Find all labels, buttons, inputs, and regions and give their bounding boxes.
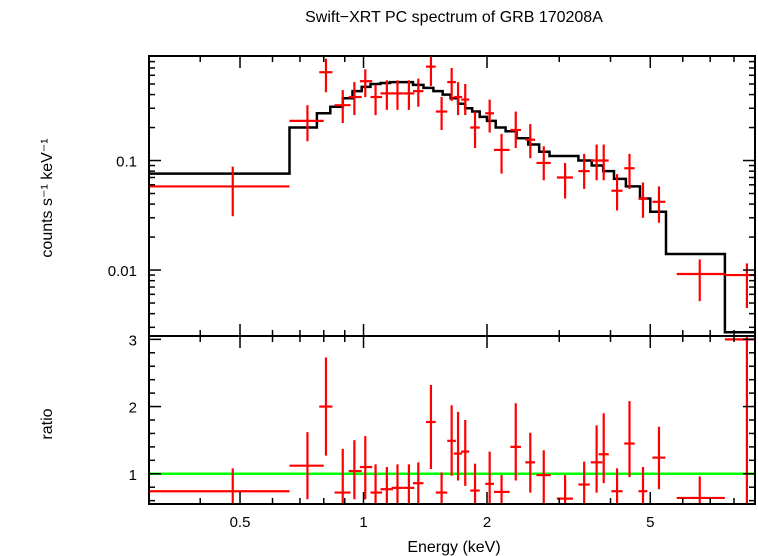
data-point xyxy=(289,105,324,142)
x-axis-label: Energy (keV) xyxy=(407,539,500,556)
data-point xyxy=(624,153,635,189)
ratio-point xyxy=(676,476,725,504)
ratio-point xyxy=(494,475,510,504)
data-point xyxy=(412,78,424,107)
data-point xyxy=(525,124,536,159)
upper-panel: 0.01 0.1 xyxy=(108,55,756,337)
ratio-point xyxy=(149,468,290,504)
data-point xyxy=(370,84,383,116)
data-point xyxy=(359,69,373,98)
data-point xyxy=(536,146,551,181)
x-tick-label: 0.5 xyxy=(230,514,251,531)
x-tick-label: 2 xyxy=(483,514,491,531)
data-point xyxy=(403,80,415,110)
data-point xyxy=(334,90,351,124)
ratio-point xyxy=(470,463,480,504)
ratio-point xyxy=(578,461,590,504)
ratio-point xyxy=(435,472,448,504)
ratio-point xyxy=(370,464,383,504)
ratio-point xyxy=(453,411,463,481)
data-point xyxy=(510,111,521,149)
ratio-point xyxy=(348,440,362,500)
data-point xyxy=(391,80,404,110)
y-tick-label: 2 xyxy=(129,400,137,417)
chart-title: Swift−XRT PC spectrum of GRB 170208A xyxy=(305,9,603,26)
data-point xyxy=(638,182,648,218)
data-point xyxy=(494,133,510,174)
ratio-point xyxy=(319,357,333,456)
data-point xyxy=(319,58,333,93)
y-tick-label: 0.1 xyxy=(116,154,137,171)
ratio-point xyxy=(611,468,623,504)
model-step-line xyxy=(149,80,755,334)
upper-y-axis-label: counts s⁻¹ keV⁻¹ xyxy=(39,138,56,257)
data-point xyxy=(348,82,362,116)
ratio-point xyxy=(485,451,495,504)
ratio-point xyxy=(461,420,470,486)
data-point xyxy=(676,259,725,302)
ratio-point xyxy=(391,464,404,504)
data-point xyxy=(578,153,590,189)
data-point xyxy=(470,111,480,149)
ratio-point xyxy=(598,413,609,484)
data-point xyxy=(485,99,495,133)
ratio-point xyxy=(525,432,536,493)
data-point xyxy=(149,166,290,217)
ratio-point xyxy=(536,450,551,504)
data-point xyxy=(652,186,666,223)
ratio-point xyxy=(624,401,635,478)
lower-y-axis-label: ratio xyxy=(39,408,56,439)
data-point xyxy=(380,80,394,110)
ratio-point xyxy=(590,425,603,493)
data-point xyxy=(435,97,448,130)
ratio-point xyxy=(403,464,415,504)
ratio-point xyxy=(380,467,394,504)
ratio-point xyxy=(334,448,351,504)
ratio-point xyxy=(638,467,648,504)
y-tick-label: 0.01 xyxy=(108,263,137,280)
data-point xyxy=(556,162,573,199)
data-point xyxy=(425,56,436,86)
data-point xyxy=(461,83,470,116)
ratio-point xyxy=(359,436,373,500)
ratio-point xyxy=(412,462,424,504)
x-tick-label: 5 xyxy=(646,514,654,531)
ratio-point xyxy=(289,432,324,500)
y-tick-label: 3 xyxy=(129,332,137,349)
data-point xyxy=(598,144,609,181)
data-point xyxy=(447,67,456,101)
data-point xyxy=(611,174,623,211)
ratio-point xyxy=(447,405,456,476)
y-tick-label: 1 xyxy=(129,467,137,484)
ratio-point xyxy=(425,385,436,470)
data-point xyxy=(453,82,463,116)
ratio-point xyxy=(652,426,666,490)
ratio-point xyxy=(510,403,521,481)
lower-panel: 0.5 1 2 5 1 2 3 xyxy=(129,332,756,531)
x-tick-label: 1 xyxy=(359,514,367,531)
